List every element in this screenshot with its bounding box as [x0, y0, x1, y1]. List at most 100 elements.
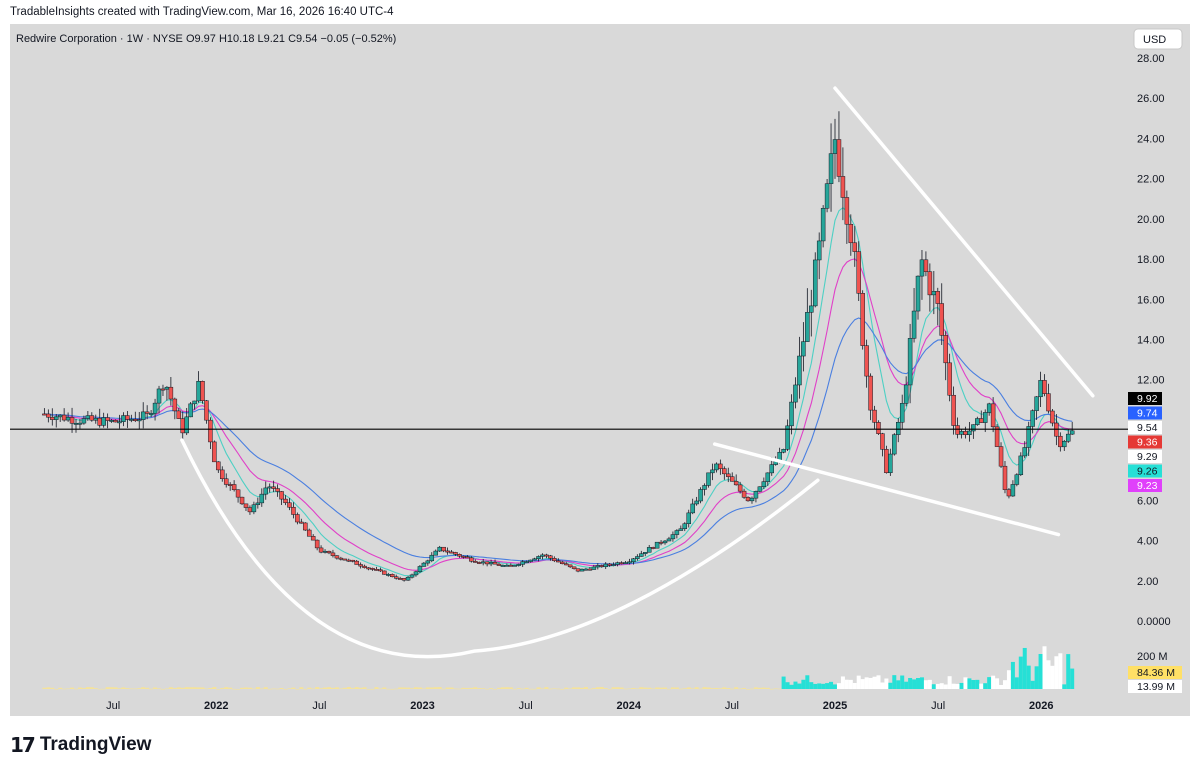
volume-bar	[1042, 646, 1047, 689]
volume-bar	[176, 687, 181, 689]
candle-body	[81, 418, 87, 424]
volume-bar	[805, 675, 810, 689]
trendline-drawings	[180, 86, 1095, 659]
candle-body	[342, 558, 348, 561]
volume-bar	[742, 688, 747, 689]
volume-bar	[496, 687, 501, 689]
volume-bar	[833, 684, 837, 689]
candle-body	[682, 523, 688, 530]
candle-body	[781, 449, 786, 453]
volume-bar	[216, 688, 221, 690]
candle-body	[939, 303, 944, 336]
candle-body	[607, 563, 612, 566]
candle-body	[702, 485, 707, 490]
volume-bar	[508, 687, 513, 689]
price-label-text: 9.29	[1137, 451, 1158, 463]
volume-bar	[532, 688, 537, 690]
volume-bar	[89, 687, 94, 689]
candle-body	[789, 401, 794, 427]
volume-bar	[362, 687, 367, 689]
candle-body	[390, 574, 395, 577]
price-axis: 28.00 26.00 24.00 22.00 20.00 18.00 16.00 14.00…	[1128, 53, 1182, 693]
candle-body	[469, 557, 474, 562]
candle-body	[239, 496, 245, 505]
candle-body	[216, 461, 221, 471]
candle-body	[117, 421, 122, 424]
volume-tick-label: 200 M	[1137, 651, 1168, 663]
volume-bar	[912, 679, 917, 689]
candle-body	[247, 507, 253, 513]
candle-body	[105, 417, 110, 421]
volume-bar	[1038, 654, 1043, 689]
candle-body	[935, 291, 941, 304]
candle-body	[69, 417, 75, 424]
candle-body	[382, 570, 387, 575]
symbol-legend: Redwire Corporation · 1W · NYSE O9.97 H1…	[16, 33, 396, 45]
volume-bar	[58, 687, 63, 689]
volume-bar	[291, 687, 296, 689]
price-label-tag	[1128, 464, 1162, 478]
volume-bar	[93, 688, 98, 689]
volume-bar	[200, 687, 205, 689]
candle-body	[801, 341, 806, 357]
volume-bar	[663, 687, 668, 689]
volume-bar	[354, 687, 359, 689]
candle-body	[1018, 455, 1024, 475]
candle-body	[809, 305, 814, 313]
time-tick-label: Jul	[725, 700, 739, 712]
candle-body	[109, 420, 114, 422]
volume-bar	[856, 675, 861, 689]
time-tick-label: 2022	[204, 700, 228, 712]
volume-bar	[330, 687, 335, 689]
price-tick-label: 16.00	[1137, 294, 1165, 306]
candle-body	[184, 416, 189, 434]
volume-bars	[42, 646, 1075, 690]
candle-body	[421, 562, 427, 567]
candle-body	[129, 418, 134, 421]
price-label-tag	[1128, 435, 1162, 449]
volume-bar	[880, 682, 885, 689]
volume-bar	[192, 687, 197, 689]
candle-body	[733, 481, 739, 486]
candle-body	[326, 550, 332, 554]
volume-bar	[358, 687, 363, 689]
volume-bar	[651, 688, 656, 690]
candle-body	[473, 560, 478, 563]
candle-body	[816, 240, 822, 261]
candle-body	[710, 469, 715, 474]
volume-bar	[500, 687, 505, 689]
volume-bar	[627, 688, 632, 690]
price-tick-label: 22.00	[1137, 174, 1165, 186]
volume-bar	[117, 688, 122, 689]
volume-bar	[42, 687, 47, 689]
candle-body	[405, 576, 411, 581]
candle-body	[164, 386, 170, 390]
volume-bar	[655, 687, 660, 689]
volume-bar	[184, 687, 189, 689]
volume-bar	[888, 682, 893, 689]
candle-body	[990, 403, 996, 428]
volume-bar	[635, 688, 640, 690]
volume-bar	[829, 681, 834, 689]
volume-bar	[840, 676, 845, 689]
volume-bar	[710, 688, 715, 689]
volume-bar	[536, 687, 541, 689]
currency-button[interactable]: USD	[1133, 28, 1183, 50]
candle-body	[1014, 474, 1020, 485]
candle-body	[1065, 433, 1071, 442]
candle-body	[251, 504, 257, 513]
volume-bar	[97, 688, 102, 690]
chart-panel[interactable]	[10, 24, 1190, 716]
volume-bar	[271, 688, 276, 690]
candle-body	[726, 473, 731, 477]
candle-body	[540, 554, 545, 557]
candle-body	[65, 417, 71, 421]
candle-body	[144, 411, 150, 414]
price-tick-label: 18.00	[1137, 254, 1165, 266]
tradingview-logo[interactable]: 17 TradingView	[10, 733, 151, 757]
candle-body	[619, 562, 624, 565]
price-label-tag	[1128, 421, 1162, 434]
volume-bar	[267, 688, 272, 690]
candle-body	[291, 506, 296, 515]
